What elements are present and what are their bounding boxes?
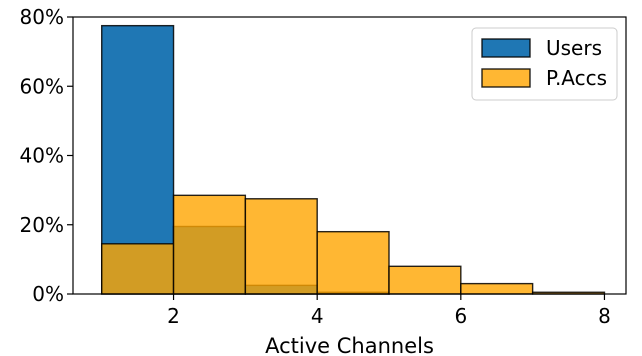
bar-p-accs-0	[101, 243, 175, 295]
y-tick-label: 0%	[32, 282, 64, 306]
x-tick-label: 2	[167, 304, 180, 328]
bar-p-accs-1	[172, 194, 247, 295]
legend: Users P.Accs	[471, 27, 618, 101]
y-tick-label: 80%	[20, 5, 64, 29]
bar-p-accs-3	[316, 230, 390, 295]
legend-label-p-accs: P.Accs	[546, 66, 607, 90]
bar-p-accs-4	[388, 265, 462, 295]
x-tick-label: 8	[598, 304, 611, 328]
y-tick-label: 20%	[20, 213, 64, 237]
bar-p-accs-5	[460, 282, 534, 295]
legend-swatch-p-accs	[481, 68, 531, 88]
x-tick-label: 6	[454, 304, 467, 328]
legend-label-users: Users	[546, 36, 602, 60]
x-axis-label: Active Channels	[265, 334, 434, 356]
bar-p-accs-2	[244, 198, 318, 295]
y-tick-label: 40%	[20, 144, 64, 168]
x-tick-label: 4	[311, 304, 324, 328]
bars-layer	[101, 24, 606, 295]
axes-layer: 2 4 6 80%20%40%60%80%	[20, 5, 627, 328]
y-tick-label: 60%	[20, 74, 64, 98]
legend-swatch-users	[481, 38, 531, 58]
